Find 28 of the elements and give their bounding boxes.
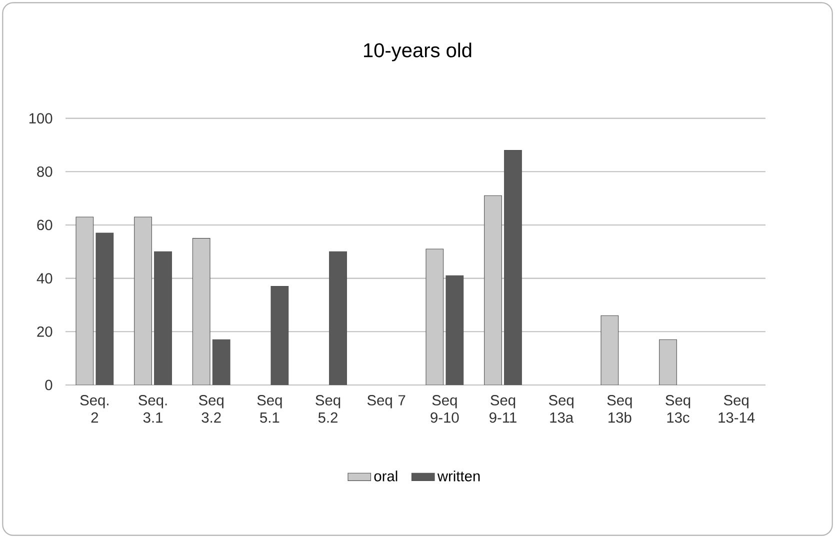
bar	[96, 232, 114, 385]
bar	[154, 251, 172, 385]
x-tick-label: Seq 9-10	[430, 395, 459, 423]
legend-label: written	[437, 470, 480, 482]
y-tick-label: 80	[37, 166, 52, 177]
bar	[504, 150, 522, 385]
y-tick-label: 20	[37, 326, 52, 337]
x-tick-label: Seq 13a	[548, 395, 574, 423]
x-tick-label: Seq. 2	[80, 395, 108, 423]
y-tick-label: 0	[45, 380, 52, 390]
bar	[446, 275, 464, 385]
x-tick-label: Seq 13c	[666, 395, 690, 423]
chart-title: 10-years old	[364, 42, 472, 62]
y-tick-label: 40	[36, 273, 52, 284]
x-tick-label: Seq 7	[367, 395, 406, 408]
x-tick-label: Seq 5.2	[316, 395, 340, 423]
bar	[329, 251, 347, 385]
bar	[212, 339, 230, 385]
legend-label: oral	[374, 470, 398, 482]
x-tick-label: Seq 5.1	[257, 395, 282, 423]
y-tick-label: 100	[29, 113, 52, 124]
x-tick-label: Seq 3.2	[198, 395, 224, 423]
y-tick-label: 60	[37, 220, 52, 230]
x-tick-label: Seq 9-11	[490, 395, 516, 423]
x-tick-label: Seq. 3.1	[138, 395, 167, 423]
x-tick-label: Seq 13-14	[718, 395, 755, 423]
bar	[270, 286, 289, 385]
x-tick-label: Seq 13b	[607, 395, 632, 423]
